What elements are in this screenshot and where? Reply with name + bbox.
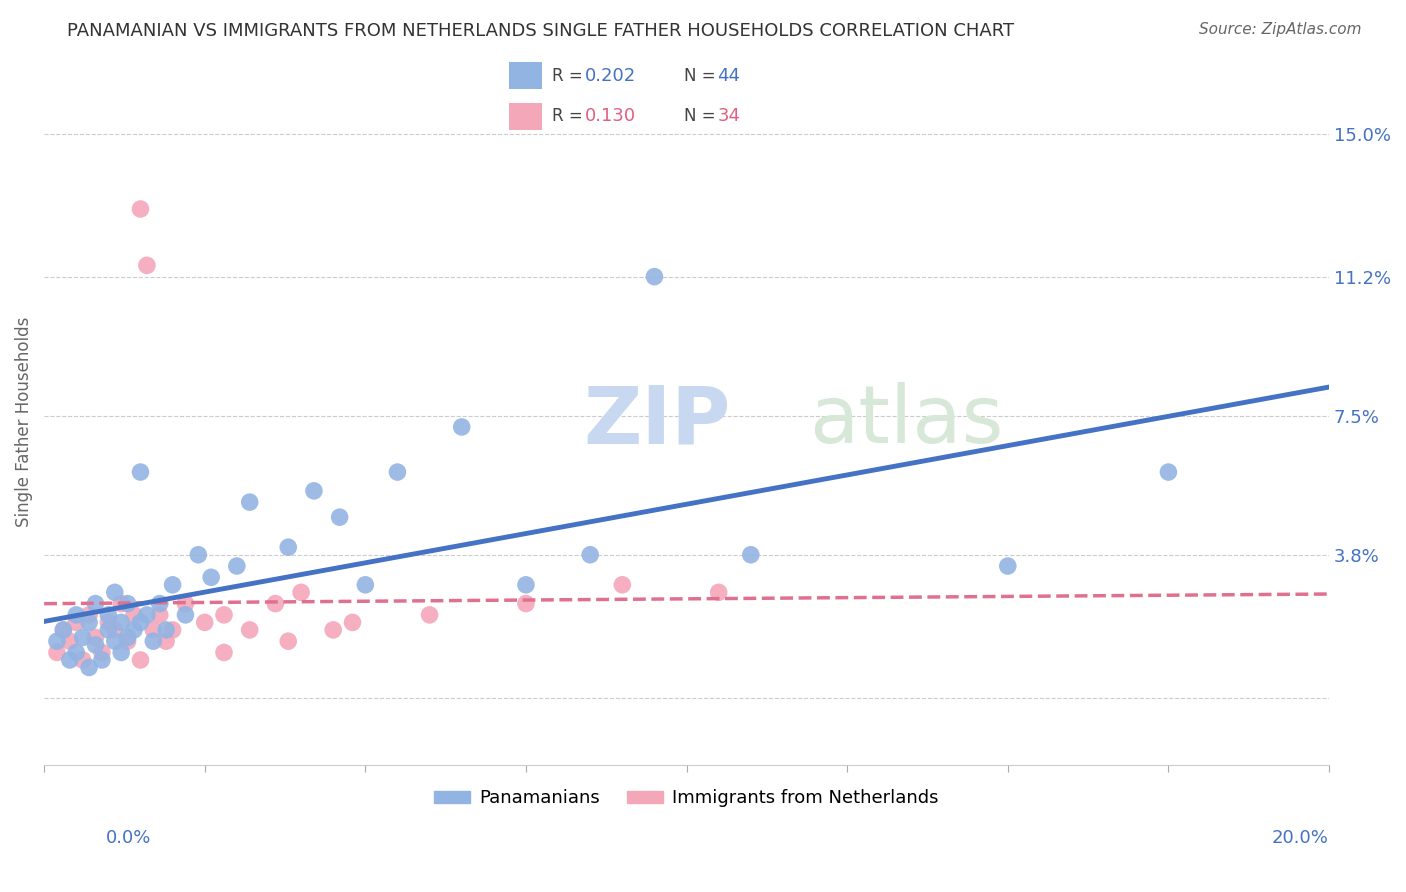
Point: [117, 597, 139, 611]
Point: [264, 597, 287, 611]
Point: [122, 607, 145, 622]
Point: [110, 645, 132, 659]
Point: [162, 623, 184, 637]
Point: [84, 638, 107, 652]
Point: [129, 202, 152, 216]
Point: [72, 631, 94, 645]
Point: [90, 645, 112, 659]
Point: [302, 483, 325, 498]
Point: [579, 548, 602, 562]
Point: [142, 634, 165, 648]
Point: [149, 597, 172, 611]
Point: [174, 607, 197, 622]
FancyBboxPatch shape: [509, 103, 543, 130]
Point: [84, 631, 107, 645]
Point: [162, 578, 184, 592]
Legend: Panamanians, Immigrants from Netherlands: Panamanians, Immigrants from Netherlands: [427, 782, 946, 814]
Text: atlas: atlas: [808, 383, 1002, 460]
Point: [46, 645, 69, 659]
Point: [65, 645, 87, 659]
Point: [97, 615, 120, 630]
Point: [129, 615, 152, 630]
Point: [997, 559, 1019, 574]
Point: [239, 623, 262, 637]
Point: [329, 510, 352, 524]
Point: [77, 660, 100, 674]
Text: 0.202: 0.202: [585, 67, 637, 85]
Text: 0.0%: 0.0%: [105, 829, 150, 847]
Point: [129, 653, 152, 667]
Text: PANAMANIAN VS IMMIGRANTS FROM NETHERLANDS SINGLE FATHER HOUSEHOLDS CORRELATION C: PANAMANIAN VS IMMIGRANTS FROM NETHERLAND…: [67, 22, 1015, 40]
Point: [225, 559, 247, 574]
Text: R =: R =: [553, 67, 582, 85]
Point: [110, 597, 132, 611]
Point: [450, 420, 472, 434]
Point: [200, 570, 222, 584]
Point: [515, 597, 537, 611]
Point: [354, 578, 377, 592]
FancyBboxPatch shape: [509, 62, 543, 89]
Point: [212, 607, 235, 622]
Point: [117, 631, 139, 645]
Point: [59, 653, 82, 667]
Point: [52, 623, 75, 637]
Point: [155, 623, 177, 637]
Point: [419, 607, 441, 622]
Text: R =: R =: [553, 107, 582, 125]
Point: [612, 578, 634, 592]
Point: [277, 634, 299, 648]
Point: [90, 653, 112, 667]
Point: [707, 585, 730, 599]
Point: [97, 623, 120, 637]
Point: [149, 607, 172, 622]
Point: [155, 634, 177, 648]
Point: [97, 607, 120, 622]
Point: [77, 615, 100, 630]
Text: 34: 34: [717, 107, 740, 125]
Point: [342, 615, 364, 630]
Point: [290, 585, 312, 599]
Point: [72, 653, 94, 667]
Point: [239, 495, 262, 509]
Text: 20.0%: 20.0%: [1272, 829, 1329, 847]
Point: [387, 465, 409, 479]
Text: N =: N =: [685, 107, 716, 125]
Point: [194, 615, 217, 630]
Text: Source: ZipAtlas.com: Source: ZipAtlas.com: [1198, 22, 1361, 37]
Point: [129, 465, 152, 479]
Point: [110, 615, 132, 630]
Text: N =: N =: [685, 67, 716, 85]
Point: [515, 578, 537, 592]
Point: [174, 597, 197, 611]
Point: [46, 634, 69, 648]
Point: [1157, 465, 1180, 479]
Point: [135, 258, 157, 272]
Point: [65, 607, 87, 622]
Text: 0.130: 0.130: [585, 107, 636, 125]
Point: [212, 645, 235, 659]
Point: [104, 634, 127, 648]
Point: [117, 634, 139, 648]
Point: [277, 540, 299, 554]
Y-axis label: Single Father Households: Single Father Households: [15, 316, 32, 526]
Text: ZIP: ZIP: [583, 383, 731, 460]
Point: [84, 597, 107, 611]
Point: [52, 623, 75, 637]
Point: [104, 585, 127, 599]
Point: [65, 615, 87, 630]
Point: [643, 269, 665, 284]
Point: [740, 548, 762, 562]
Point: [322, 623, 344, 637]
Point: [77, 607, 100, 622]
Point: [122, 623, 145, 637]
Point: [187, 548, 209, 562]
Point: [104, 623, 127, 637]
Point: [59, 634, 82, 648]
Point: [135, 607, 157, 622]
Text: 44: 44: [717, 67, 740, 85]
Point: [142, 623, 165, 637]
